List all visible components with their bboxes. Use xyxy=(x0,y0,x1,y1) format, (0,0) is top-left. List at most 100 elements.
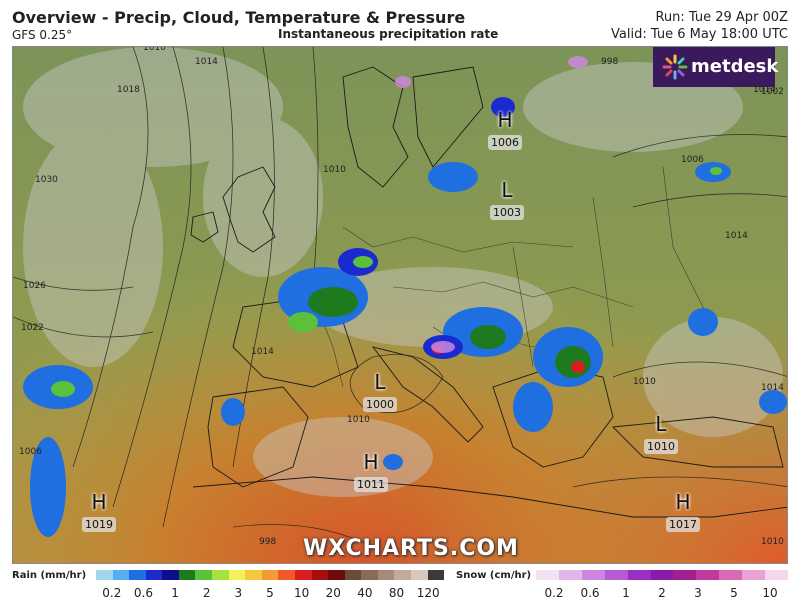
pressure-center: H 1017 xyxy=(661,491,705,532)
rain-legend-swatch xyxy=(112,570,130,580)
rain-legend-swatch xyxy=(377,570,395,580)
snow-legend-swatch xyxy=(627,570,651,580)
rain-legend-swatch xyxy=(294,570,312,580)
isobar-label: 1010 xyxy=(761,537,784,547)
valid-time: Valid: Tue 6 May 18:00 UTC xyxy=(611,27,788,42)
rain-legend-swatch xyxy=(361,570,378,580)
rain-legend-swatch xyxy=(245,570,262,580)
weather-map[interactable]: metdesk 1010 1014 1018 1030 1026 1022 10… xyxy=(12,46,788,564)
pressure-center: L 1010 xyxy=(639,413,683,454)
snow-legend-tick: 2 xyxy=(658,586,666,600)
snow-legend-label: Snow (cm/hr) xyxy=(456,570,532,581)
snow-legend-swatch xyxy=(742,570,766,580)
rain-legend-tick: 5 xyxy=(266,586,274,600)
isobar-label: 1010 xyxy=(323,165,346,175)
run-time: Run: Tue 29 Apr 00Z xyxy=(655,10,788,25)
isobar-label: 998 xyxy=(259,537,277,547)
rain-legend-swatch xyxy=(178,570,196,580)
snow-color-bar xyxy=(536,570,788,580)
coastlines xyxy=(190,66,787,518)
pressure-center: H 1006 xyxy=(483,109,527,150)
rain-legend-swatch xyxy=(96,570,113,580)
snow-legend-swatch xyxy=(673,570,697,580)
rain-legend-tick: 1 xyxy=(171,586,179,600)
snow-legend-swatch xyxy=(719,570,743,580)
isobar-label: 1006 xyxy=(19,447,42,457)
isobar-label: 1022 xyxy=(21,323,44,333)
rain-legend-tick: 2 xyxy=(202,586,211,600)
isobar-label: 1026 xyxy=(23,281,46,291)
model-name: GFS 0.25° xyxy=(12,28,73,42)
pressure-center-type: H xyxy=(91,490,107,514)
rain-legend-tick: 20 xyxy=(325,586,341,600)
legend: Rain (mm/hr) 0.2 0.6 1 2 3 5 10 20 40 80 120 Snow … xyxy=(0,566,800,613)
isobar-label: 1018 xyxy=(117,85,140,95)
snow-legend-swatch xyxy=(558,570,582,580)
isobar-label: 1010 xyxy=(143,46,166,53)
isobar-label: 1002 xyxy=(761,87,784,97)
rain-legend-swatch xyxy=(311,570,329,580)
pressure-center: H 1019 xyxy=(77,491,121,532)
rain-legend-swatch xyxy=(129,570,146,580)
rain-legend-tick: 0.2 xyxy=(102,586,122,600)
pressure-center-value: 1017 xyxy=(666,517,700,532)
rain-legend-swatch xyxy=(410,570,428,580)
pressure-center-value: 1003 xyxy=(490,205,524,220)
snow-legend-swatch xyxy=(650,570,674,580)
rain-legend-swatch xyxy=(162,570,179,580)
rain-legend-tick: 40 xyxy=(357,586,373,600)
snow-legend-tick: 0.2 xyxy=(544,586,564,600)
isobar-label: 1010 xyxy=(347,415,370,425)
rain-legend-tick: 120 xyxy=(416,586,440,600)
isobar-label: 1014 xyxy=(753,85,776,95)
isobar-label: 998 xyxy=(601,57,619,67)
watermark: WXCHARTS.COM xyxy=(303,536,519,561)
precipitation xyxy=(23,97,787,537)
chart-subtitle: Instantaneous precipitation rate xyxy=(278,27,499,41)
pressure-center: L 1003 xyxy=(485,179,529,220)
metdesk-logo: metdesk xyxy=(653,47,779,87)
isobar-label: 1014 xyxy=(251,347,274,357)
rain-legend-swatch xyxy=(212,570,229,580)
isobar-label: 1006 xyxy=(681,155,704,165)
rain-legend-tick: 0.6 xyxy=(133,586,153,600)
pressure-center-type: L xyxy=(374,370,386,394)
isobar-label: 1014 xyxy=(195,57,218,67)
logo-text: metdesk xyxy=(691,56,779,77)
rain-legend-tick: 80 xyxy=(388,586,405,600)
pressure-center-type: L xyxy=(655,412,667,436)
pressure-center-value: 1010 xyxy=(644,439,678,454)
snow-legend-tick: 10 xyxy=(762,586,778,600)
snow-legend-tick: 0.6 xyxy=(580,586,600,600)
starburst-icon xyxy=(662,54,688,80)
pressure-center-value: 1019 xyxy=(82,517,116,532)
pressure-center-type: H xyxy=(497,108,513,132)
pressure-center-type: L xyxy=(501,178,513,202)
rain-legend-swatch xyxy=(261,570,279,580)
rain-legend-swatch xyxy=(427,570,445,580)
pressure-center-type: H xyxy=(675,490,691,514)
map-canvas xyxy=(13,47,787,563)
rain-legend-swatch xyxy=(344,570,362,580)
snow-legend-swatch xyxy=(604,570,628,580)
pressure-center-value: 1006 xyxy=(488,135,522,150)
snowfall xyxy=(395,56,588,353)
pressure-center: H 1011 xyxy=(349,451,393,492)
rain-legend-tick: 3 xyxy=(234,586,243,600)
snow-legend-swatch xyxy=(696,570,720,580)
pressure-center-type: H xyxy=(363,450,379,474)
pressure-center-value: 1011 xyxy=(354,477,388,492)
rain-color-bar xyxy=(96,570,445,580)
isobar-label: 1014 xyxy=(725,231,748,241)
snow-legend-swatch xyxy=(536,570,559,580)
rain-legend-tick: 10 xyxy=(293,586,310,600)
snow-legend-tick: 5 xyxy=(730,586,738,600)
pressure-center-value: 1000 xyxy=(363,397,397,412)
snow-legend-tick: 3 xyxy=(694,586,702,600)
isobars xyxy=(13,47,787,548)
chart-header: Overview - Precip, Cloud, Temperature & … xyxy=(0,0,800,46)
rain-legend-swatch xyxy=(394,570,411,580)
rain-legend-label: Rain (mm/hr) xyxy=(12,570,87,581)
isobar-label: 1010 xyxy=(633,377,656,387)
rain-legend-swatch xyxy=(278,570,295,580)
